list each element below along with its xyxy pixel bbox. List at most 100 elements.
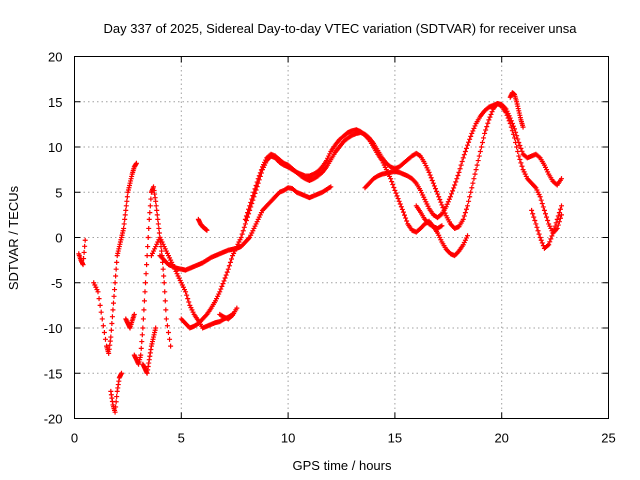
- data-point: [168, 343, 174, 349]
- y-tick-label: -15: [44, 366, 63, 381]
- data-point: [163, 307, 169, 313]
- series-trace-2: [91, 160, 139, 356]
- data-point: [461, 152, 467, 158]
- x-tick-label: 10: [281, 431, 295, 446]
- data-point: [121, 221, 127, 227]
- data-point: [246, 206, 252, 212]
- series-trace-11: [362, 101, 565, 221]
- data-point: [530, 211, 536, 217]
- data-point: [468, 133, 474, 139]
- data-point: [186, 299, 192, 305]
- data-point: [257, 170, 263, 176]
- data-point: [439, 223, 445, 229]
- data-point: [159, 248, 165, 254]
- data-point: [238, 235, 244, 240]
- data-point: [155, 216, 161, 222]
- data-point: [114, 394, 120, 400]
- data-point: [138, 345, 144, 351]
- data-point: [507, 115, 513, 121]
- data-point: [520, 124, 526, 130]
- data-point: [551, 227, 557, 233]
- data-point: [516, 153, 522, 159]
- x-tick-label: 15: [388, 431, 402, 446]
- data-point: [165, 330, 171, 336]
- data-point: [99, 316, 105, 322]
- data-point: [470, 180, 476, 186]
- data-point: [436, 194, 442, 200]
- y-tick-label: 0: [55, 231, 62, 246]
- data-point: [477, 149, 483, 155]
- data-point: [395, 196, 401, 202]
- data-point: [468, 189, 474, 195]
- data-point: [154, 207, 160, 213]
- data-point: [123, 207, 129, 213]
- data-point: [228, 256, 234, 262]
- data-point: [559, 203, 565, 209]
- data-point: [161, 280, 167, 286]
- data-point: [476, 153, 482, 159]
- data-point: [155, 221, 161, 227]
- data-point: [512, 126, 518, 132]
- data-point: [554, 216, 560, 222]
- data-point: [484, 124, 490, 130]
- data-point: [248, 199, 254, 205]
- data-point: [113, 399, 119, 405]
- data-point: [465, 203, 471, 209]
- series-trace-6: [140, 325, 159, 376]
- data-point: [160, 266, 166, 272]
- data-point: [514, 133, 520, 139]
- data-point: [548, 236, 554, 242]
- data-point: [430, 180, 436, 186]
- data-point: [549, 233, 555, 239]
- data-point: [398, 204, 404, 210]
- data-point: [460, 216, 466, 222]
- y-tick-label: 5: [55, 185, 62, 200]
- data-point: [142, 289, 148, 295]
- data-point: [144, 253, 150, 259]
- data-point: [450, 188, 456, 194]
- series-trace-4: [131, 184, 174, 367]
- data-point: [243, 213, 249, 219]
- data-point: [112, 280, 118, 286]
- data-point: [138, 352, 144, 358]
- data-point: [252, 186, 258, 192]
- y-tick-label: 20: [48, 50, 62, 65]
- data-point: [518, 145, 524, 151]
- data-point: [456, 169, 462, 175]
- data-point: [479, 139, 485, 145]
- data-point: [110, 307, 116, 313]
- data-point: [81, 256, 87, 262]
- data-point: [161, 273, 167, 279]
- data-point: [462, 149, 468, 155]
- data-point: [122, 212, 128, 218]
- data-point: [544, 214, 550, 220]
- data-point: [550, 230, 556, 236]
- data-point: [536, 231, 542, 237]
- data-point: [147, 203, 153, 209]
- data-point: [253, 182, 259, 188]
- data-point: [112, 287, 118, 293]
- data-point: [486, 117, 492, 123]
- data-point: [462, 210, 468, 216]
- data-point: [227, 259, 233, 265]
- data-point: [164, 323, 170, 329]
- data-point: [460, 155, 466, 161]
- plot-frame: [74, 56, 609, 419]
- y-tick-label: -5: [51, 276, 63, 291]
- data-point: [529, 207, 535, 213]
- data-point: [403, 215, 409, 221]
- data-point: [428, 175, 434, 181]
- data-point: [113, 273, 119, 279]
- data-point: [108, 327, 114, 333]
- data-point: [532, 218, 538, 224]
- series-trace-1: [76, 237, 88, 268]
- data-point: [538, 197, 544, 203]
- data-point: [517, 156, 523, 162]
- data-point: [162, 289, 168, 295]
- data-point: [204, 227, 210, 233]
- data-point: [163, 316, 169, 322]
- data-point: [154, 212, 160, 218]
- data-point: [483, 127, 489, 133]
- data-point: [432, 186, 438, 192]
